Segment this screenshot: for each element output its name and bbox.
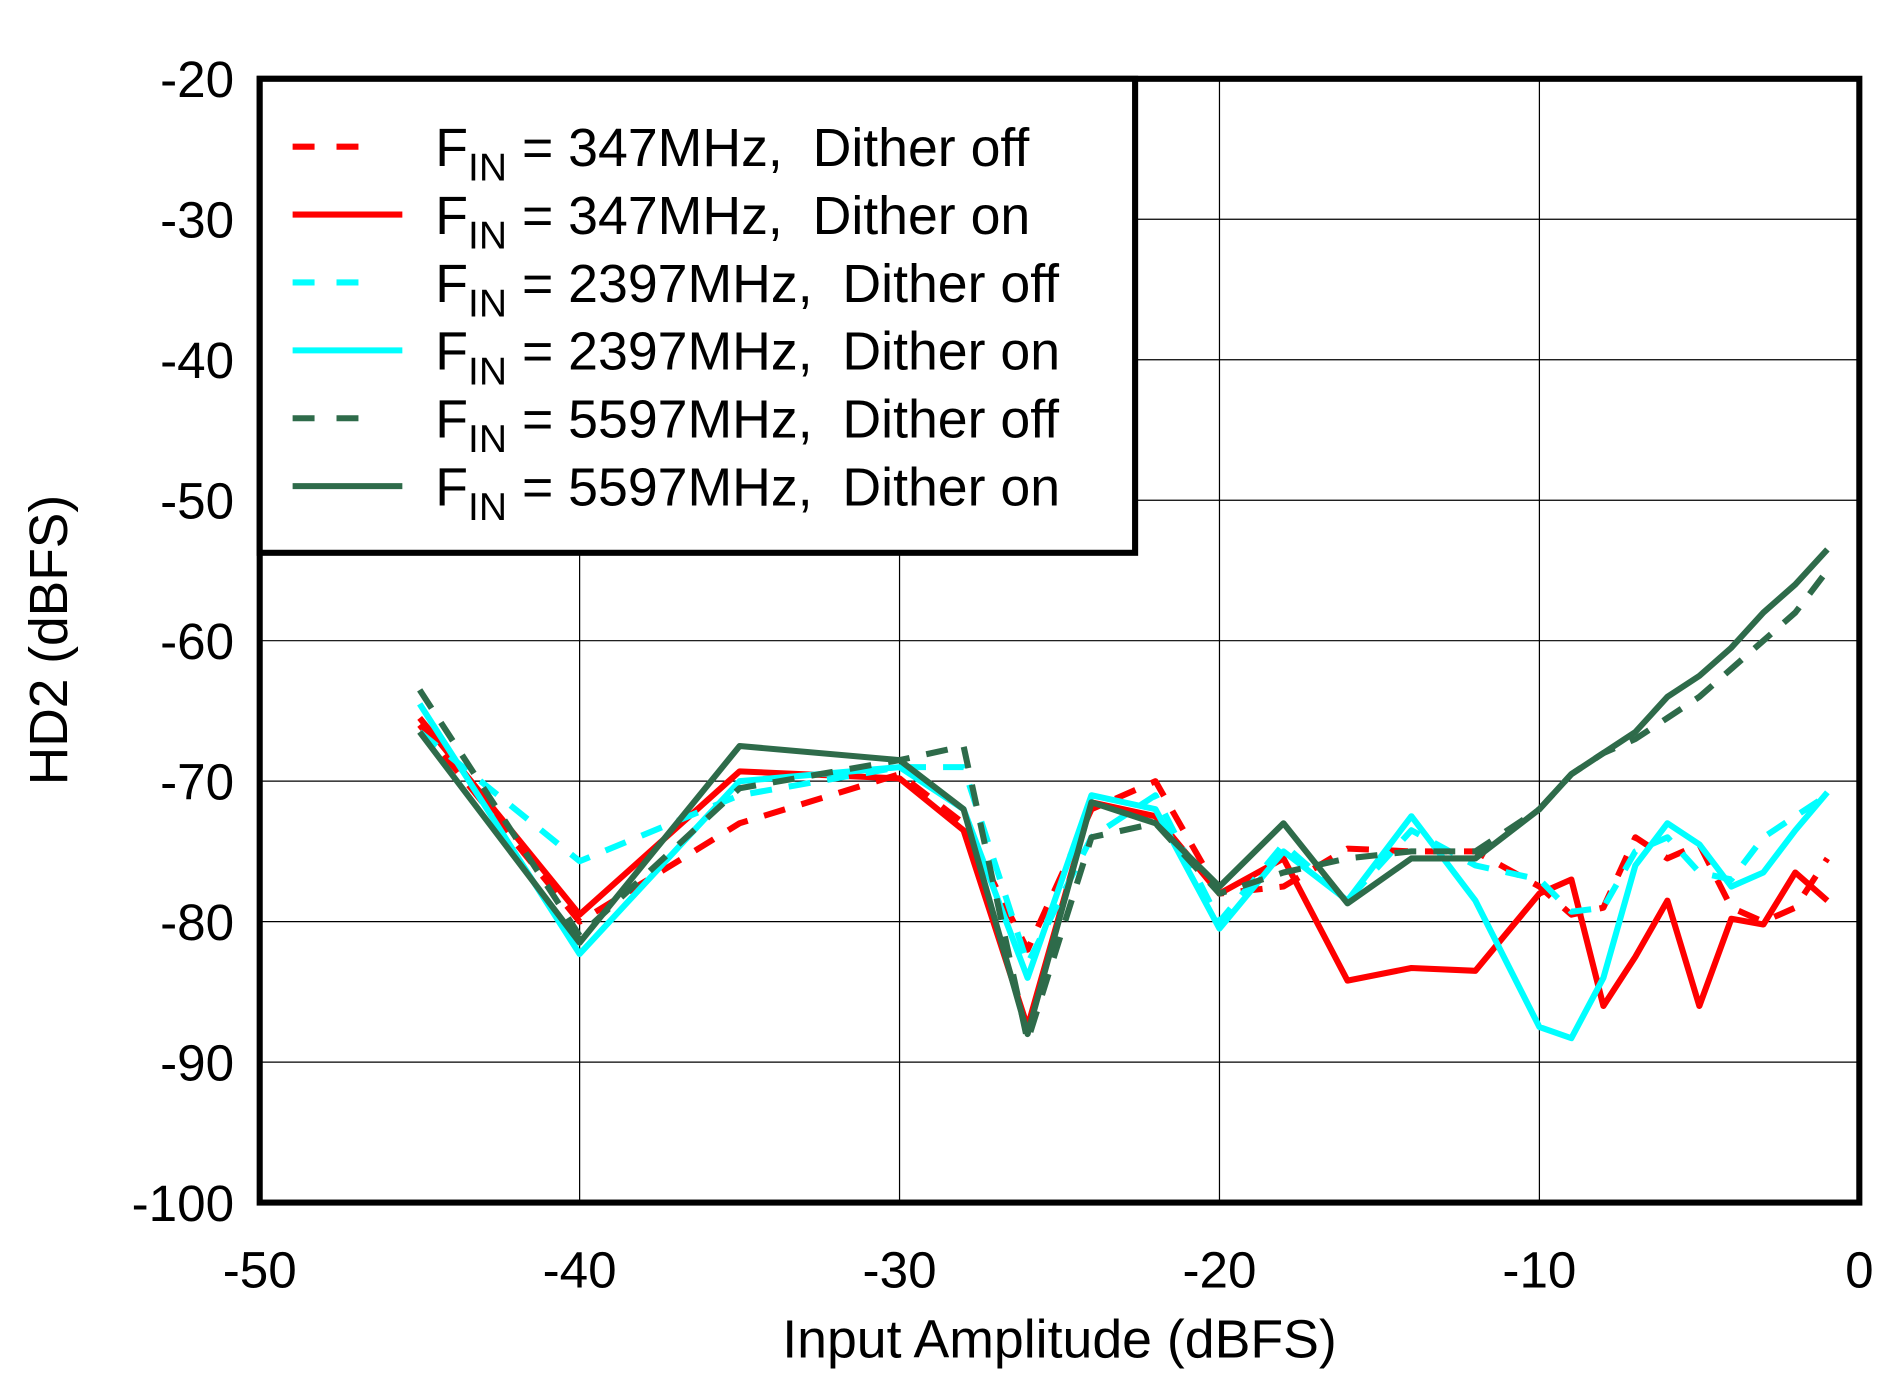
x-tick-label: 0 — [1845, 1242, 1873, 1299]
legend-entry: FIN = 2397MHz, Dither off — [435, 255, 1059, 325]
series-line-2 — [417, 716, 1830, 1031]
legend-entry: FIN = 5597MHz, Dither on — [435, 459, 1060, 529]
x-tick-labels: -50 -40 -30 -20 -10 0 — [223, 1242, 1874, 1299]
x-tick-label: -20 — [1182, 1242, 1256, 1299]
series-line-5 — [417, 568, 1830, 1045]
y-tick-label: -30 — [160, 192, 234, 249]
y-tick-label: -80 — [160, 894, 234, 951]
y-tick-label: -40 — [160, 332, 234, 389]
y-tick-label: -60 — [160, 613, 234, 670]
y-tick-label: -50 — [160, 473, 234, 530]
legend-entry: FIN = 347MHz, Dither on — [435, 187, 1030, 257]
x-tick-label: -40 — [543, 1242, 617, 1299]
x-tick-label: -50 — [223, 1242, 297, 1299]
series-lines — [417, 547, 1830, 1045]
x-tick-label: -10 — [1502, 1242, 1576, 1299]
legend-entry: FIN = 2397MHz, Dither on — [435, 323, 1060, 393]
series-line-1 — [417, 723, 1830, 953]
legend-entry: FIN = 5597MHz, Dither off — [435, 391, 1059, 461]
legend-entry: FIN = 347MHz, Dither off — [435, 119, 1029, 189]
y-axis-label: HD2 (dBFS) — [20, 495, 79, 785]
series-line-3 — [417, 729, 1830, 967]
y-tick-label: -70 — [160, 753, 234, 810]
y-tick-label: -100 — [132, 1175, 234, 1232]
y-tick-label: -90 — [160, 1034, 234, 1091]
x-axis-label: Input Amplitude (dBFS) — [782, 1311, 1337, 1370]
series-line-6 — [417, 547, 1830, 1038]
x-tick-label: -30 — [863, 1242, 937, 1299]
y-tick-label: -20 — [160, 51, 234, 108]
legend-box — [256, 75, 1139, 556]
y-tick-labels: -20 -30 -40 -50 -60 -70 -80 -90 -100 — [132, 51, 234, 1232]
